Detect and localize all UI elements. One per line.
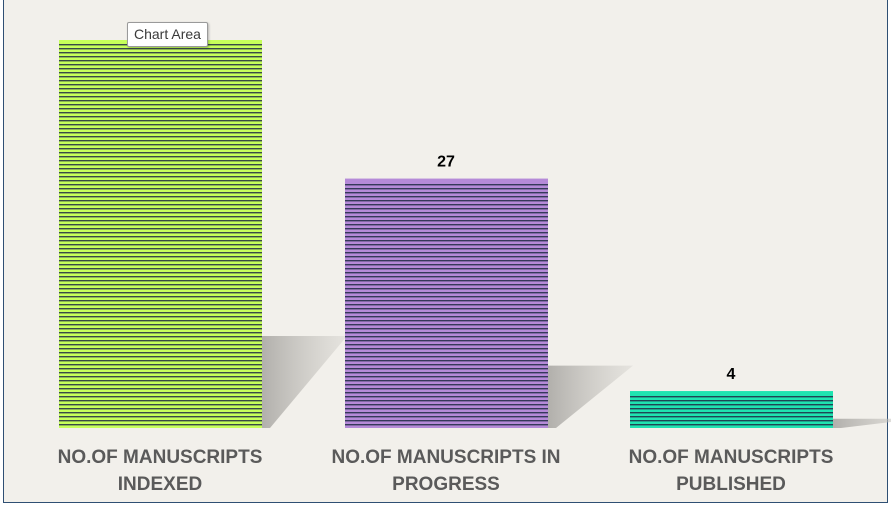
category-label-2-line-2: PROGRESS: [392, 474, 500, 495]
category-labels: NO.OF MANUSCRIPTS INDEXED NO.OF MANUSCRIPT…: [58, 447, 834, 495]
data-labels: 27 4: [437, 154, 735, 383]
category-label-1-line-2: INDEXED: [118, 474, 202, 495]
bar-stripes-3: [630, 394, 833, 428]
bar-shadows: [262, 336, 891, 428]
chart-area-tooltip: Chart Area: [127, 22, 208, 47]
bar-stripes-2: [345, 181, 548, 428]
bars: [59, 40, 833, 428]
category-label-1-line-1: NO.OF MANUSCRIPTS: [58, 447, 263, 468]
data-label-2: 27: [437, 154, 455, 171]
category-label-3-line-1: NO.OF MANUSCRIPTS: [629, 447, 834, 468]
bar-shadow: [833, 418, 891, 428]
category-label-2-line-1: NO.OF MANUSCRIPTS IN: [331, 447, 560, 468]
bar-shadow: [548, 365, 633, 428]
category-label-3-line-2: PUBLISHED: [676, 474, 786, 495]
data-label-3: 4: [727, 366, 736, 383]
bar-stripes-1: [59, 43, 262, 428]
bar-shadow: [262, 336, 347, 428]
